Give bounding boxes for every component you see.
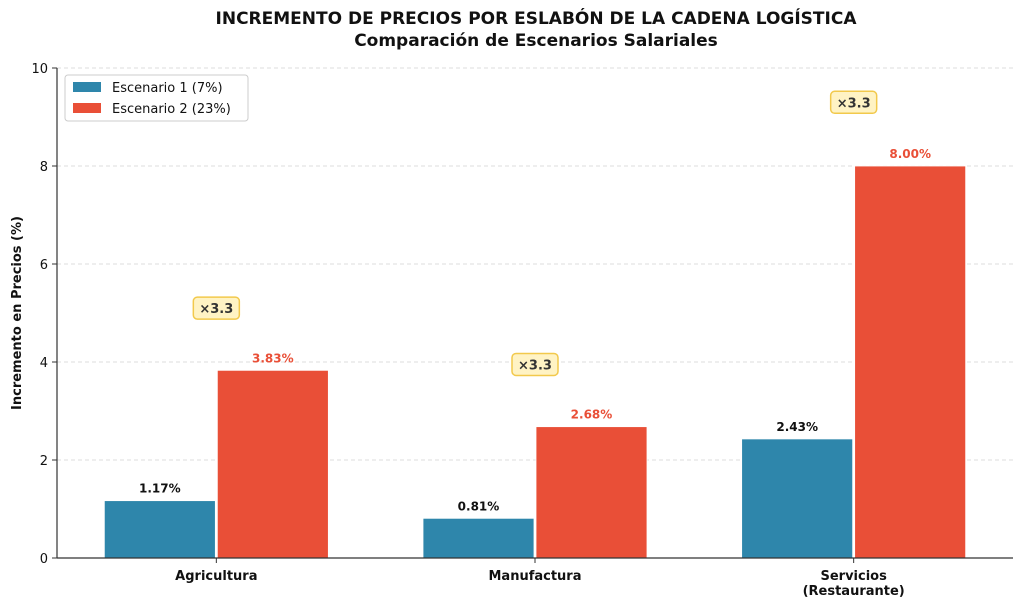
bar-1-2	[741, 438, 854, 559]
bar-2-2	[854, 165, 967, 559]
y-tick-label: 6	[40, 258, 48, 273]
y-tick-label: 8	[40, 160, 48, 175]
x-tick-label: Agricultura	[175, 569, 257, 584]
chart-subtitle: Comparación de Escenarios Salariales	[354, 31, 718, 51]
legend-frame	[64, 74, 249, 122]
legend-swatch-escenario-1	[73, 82, 101, 92]
bar-1-1	[422, 517, 535, 559]
bar-1-0	[103, 500, 216, 559]
x-tick-label: Manufactura	[488, 569, 581, 584]
x-tick-label: (Restaurante)	[803, 584, 905, 599]
legend: Escenario 1 (7%) Escenario 2 (23%)	[64, 74, 249, 122]
value-label: 8.00%	[889, 147, 931, 161]
legend-swatch-escenario-2	[73, 103, 101, 113]
ratio-badge	[192, 296, 241, 320]
ratio-badge	[829, 90, 878, 115]
legend-label-escenario-2: Escenario 2 (23%)	[112, 102, 231, 117]
ratio-label: ×3.3	[518, 358, 552, 373]
value-label: 2.43%	[776, 420, 818, 434]
y-tick-label: 10	[31, 62, 48, 77]
value-label: 2.68%	[571, 408, 613, 422]
y-tick-label: 0	[40, 552, 48, 567]
chart-title: INCREMENTO DE PRECIOS POR ESLABÓN DE LA …	[216, 7, 858, 29]
legend-label-escenario-1: Escenario 1 (7%)	[112, 81, 223, 96]
bar-2-0	[216, 369, 329, 559]
bar-2-1	[535, 426, 648, 559]
value-label: 1.17%	[139, 482, 181, 496]
ratio-label: ×3.3	[837, 96, 871, 111]
ratio-badge	[511, 352, 559, 377]
value-label: 3.83%	[252, 351, 294, 365]
value-label: 0.81%	[458, 499, 500, 513]
y-tick-label: 2	[40, 454, 48, 469]
y-axis-label: Incremento en Precios (%)	[10, 216, 25, 410]
x-tick-label: Servicios	[820, 569, 887, 584]
y-tick-label: 4	[40, 356, 48, 371]
ratio-label: ×3.3	[199, 302, 233, 317]
